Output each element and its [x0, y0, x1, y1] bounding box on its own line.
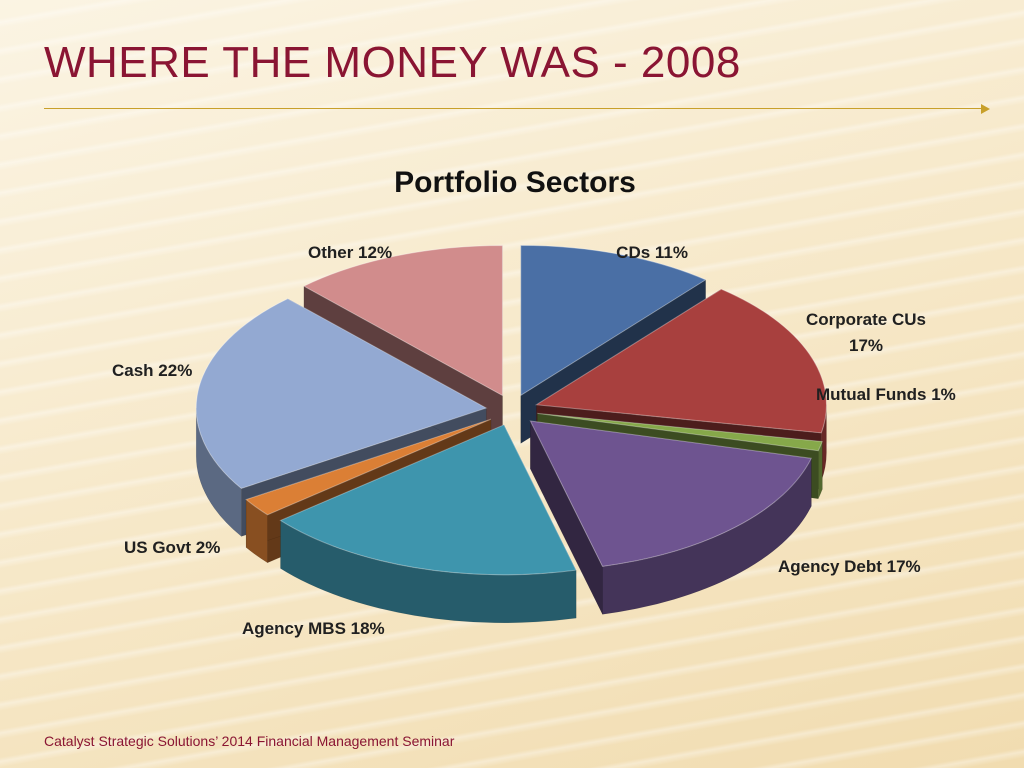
slice-top-other: [302, 244, 503, 397]
label-cash: Cash 22%: [112, 361, 192, 380]
slide-title: WHERE THE MONEY WAS - 2008: [44, 38, 741, 87]
pie-labels: CDs 11% Corporate CUs 17% Mutual Funds 1…: [112, 243, 956, 638]
label-mutual-funds: Mutual Funds 1%: [816, 385, 956, 404]
pie-group: [195, 244, 827, 624]
label-us-govt: US Govt 2%: [124, 538, 220, 557]
footer-text: Catalyst Strategic Solutions’ 2014 Finan…: [44, 733, 455, 749]
slice-top-corporate-cus: [534, 288, 827, 434]
label-corporate-cus-line1: Corporate CUs: [806, 310, 926, 329]
arrow-icon: [981, 104, 990, 114]
label-other: Other 12%: [308, 243, 392, 262]
slice-top-cds: [520, 244, 707, 397]
slice-agency-debt: [529, 420, 813, 615]
slice-top-us-govt: [245, 418, 492, 516]
label-cds: CDs 11%: [616, 243, 688, 262]
chart-title: Portfolio Sectors: [394, 166, 636, 199]
slice-top-agency-debt: [529, 420, 813, 567]
title-divider: [44, 108, 984, 109]
slice-top-mutual-funds: [537, 412, 823, 452]
slice-agency-mbs: [279, 424, 577, 624]
label-agency-debt: Agency Debt 17%: [778, 557, 921, 576]
slice-top-agency-mbs: [279, 424, 577, 576]
label-agency-mbs: Agency MBS 18%: [242, 619, 385, 638]
slice-top-cash: [195, 298, 488, 489]
label-corporate-cus-line2: 17%: [849, 336, 883, 355]
